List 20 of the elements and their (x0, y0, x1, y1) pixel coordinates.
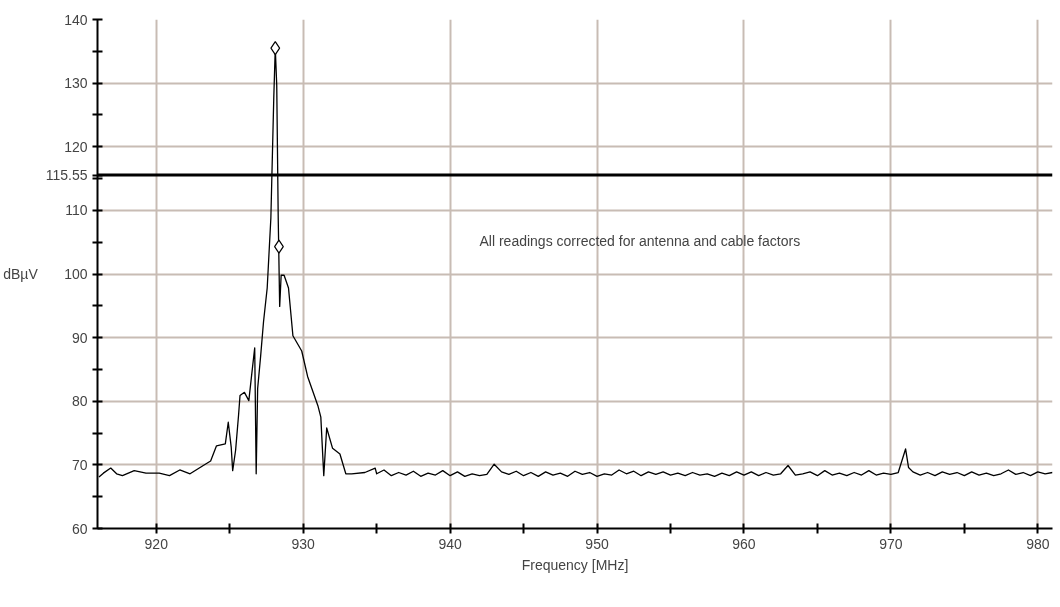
y-tick-label: 130 (64, 75, 88, 92)
y-tick-label: 100 (64, 266, 88, 282)
annotation: All readings corrected for antenna and cable factors (479, 232, 801, 249)
y-tick-label: 120 (64, 138, 88, 155)
y-tick-label: 60 (71, 520, 88, 537)
y-tick-label: 90 (71, 329, 88, 346)
y-tick-label: 70 (71, 456, 88, 473)
x-tick-label: 920 (144, 535, 169, 552)
x-tick-label: 960 (732, 535, 756, 552)
x-tick-label: 970 (879, 535, 903, 552)
y-axis-title: dBµV (3, 266, 39, 282)
y-tick-label: 110 (65, 202, 88, 219)
y-tick-label: 140 (64, 11, 88, 28)
x-tick-label: 940 (438, 535, 463, 552)
ref-line-label: 115.55 (45, 167, 88, 184)
x-tick-label: 950 (585, 535, 609, 552)
y-tick-label: 80 (71, 393, 88, 410)
x-tick-label: 980 (1026, 535, 1050, 552)
x-axis-title: Frequency [MHz] (521, 556, 629, 573)
x-tick-label: 930 (291, 535, 316, 552)
